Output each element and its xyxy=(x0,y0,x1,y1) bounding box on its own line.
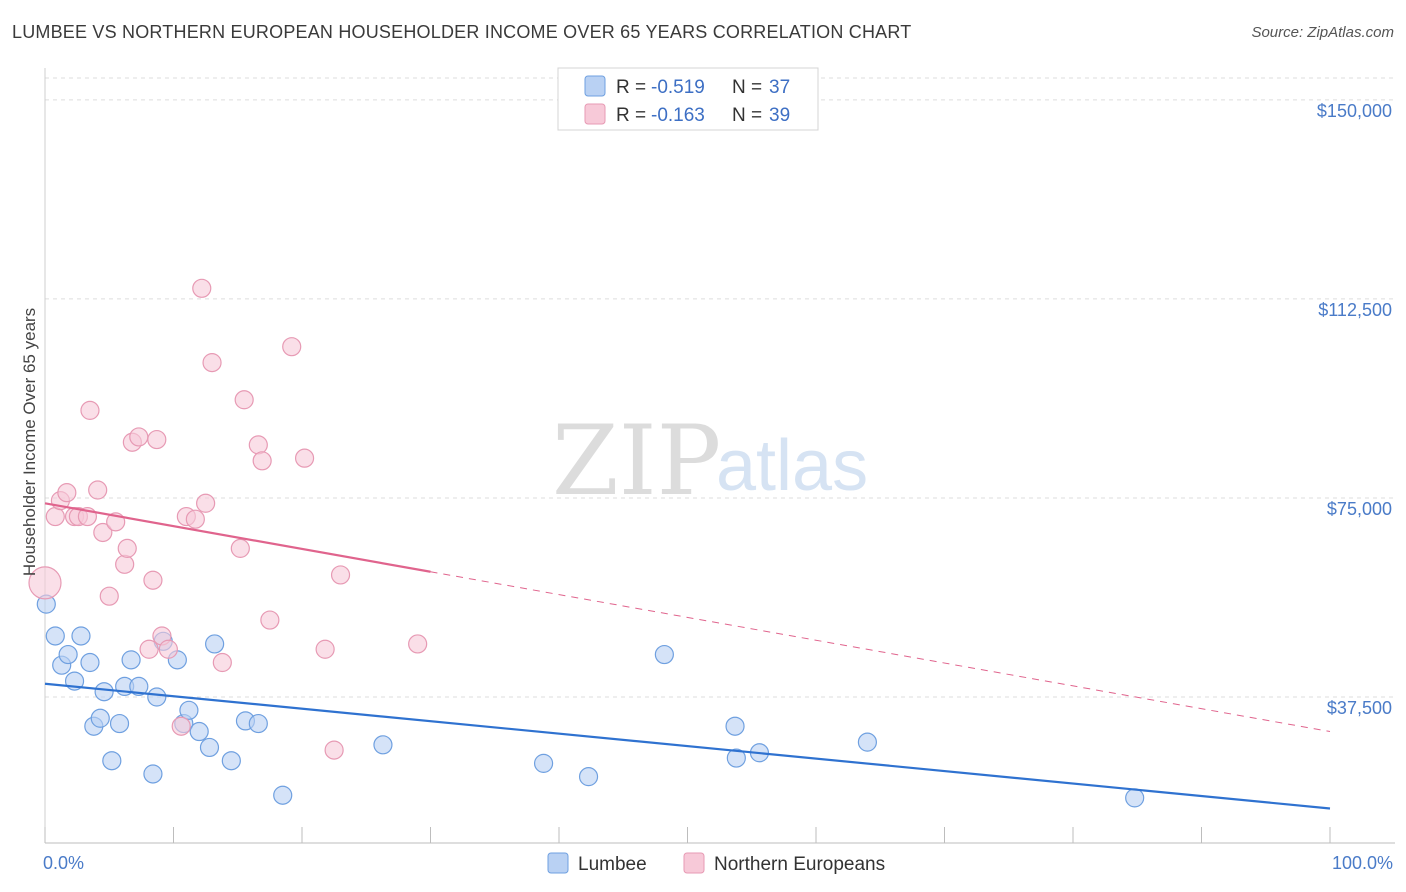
y-axis-label: Householder Income Over 65 years xyxy=(20,308,39,576)
lumbee-point xyxy=(109,713,130,734)
legend-r-value: -0.519 xyxy=(651,77,705,98)
northern-european-point xyxy=(115,554,135,574)
source-credit: Source: ZipAtlas.com xyxy=(1251,24,1394,41)
northern-european-point xyxy=(196,493,216,513)
legend-swatch xyxy=(584,103,606,125)
northern-european-point xyxy=(294,448,315,468)
y-tick-label: $75,000 xyxy=(1327,499,1392,519)
northern-european-trend-line-projection xyxy=(430,571,1331,733)
northern-european-point xyxy=(324,740,344,760)
legend-n-value: 39 xyxy=(769,105,790,126)
y-tick-labels: $37,500 $75,000 $112,500 $150,000 xyxy=(1317,101,1392,718)
lumbee-point xyxy=(533,753,554,773)
lumbee-point xyxy=(147,687,167,707)
northern-european-point xyxy=(185,509,205,529)
y-tick-label: $150,000 xyxy=(1317,101,1392,121)
legend-n-label: N = xyxy=(732,77,762,98)
x-tick-label: 100.0% xyxy=(1332,853,1393,873)
northern-european-point xyxy=(282,337,302,357)
lumbee-point xyxy=(45,626,65,646)
lumbee-trend-line xyxy=(44,682,1331,810)
lumbee-point xyxy=(58,644,78,665)
lumbee-point xyxy=(199,737,220,758)
lumbee-point xyxy=(121,650,141,670)
lumbee-point xyxy=(129,676,149,697)
legend-r-label: R = xyxy=(616,77,646,98)
lumbee-point xyxy=(71,626,91,646)
data-points xyxy=(28,278,1145,808)
watermark-zip: ZIP xyxy=(552,405,721,517)
lumbee-point xyxy=(857,732,878,752)
trend-lines xyxy=(44,502,1331,810)
northern-european-point xyxy=(248,435,268,455)
northern-european-point xyxy=(330,565,351,585)
legend-series-swatch xyxy=(683,852,705,874)
lumbee-point xyxy=(189,721,209,742)
northern-european-point xyxy=(99,586,119,606)
lumbee-point xyxy=(248,713,268,734)
northern-european-point xyxy=(143,570,163,590)
northern-european-point xyxy=(45,506,65,527)
legend-n-label: N = xyxy=(732,105,762,126)
lumbee-point xyxy=(725,716,745,736)
lumbee-point xyxy=(179,700,199,720)
lumbee-point xyxy=(273,785,293,805)
x-tick-labels: 0.0% 100.0% xyxy=(43,853,1393,873)
legend-stats: R = -0.519 N = 37 R = -0.163 N = 39 xyxy=(557,67,819,131)
northern-european-point xyxy=(57,483,77,503)
legend-r-label: R = xyxy=(616,105,646,126)
chart-title: LUMBEE VS NORTHERN EUROPEAN HOUSEHOLDER … xyxy=(12,22,912,42)
legend-series-swatch xyxy=(547,852,569,874)
lumbee-point xyxy=(80,652,100,673)
y-tick-label: $112,500 xyxy=(1318,300,1392,320)
lumbee-point xyxy=(205,634,225,654)
northern-european-point xyxy=(117,538,137,558)
northern-european-trend-line xyxy=(44,502,431,573)
northern-european-point xyxy=(234,390,254,410)
legend-r-value: -0.163 xyxy=(651,105,705,126)
lumbee-point xyxy=(726,748,746,768)
legend-series-label: Lumbee xyxy=(578,854,647,875)
legend-n-value: 37 xyxy=(769,77,790,98)
northern-european-point xyxy=(260,610,280,630)
watermark: ZIP atlas xyxy=(552,405,868,517)
lumbee-point xyxy=(1125,788,1145,808)
northern-european-point xyxy=(158,639,178,659)
northern-european-point xyxy=(139,639,159,659)
x-tick-label: 0.0% xyxy=(43,853,84,873)
northern-european-point xyxy=(408,634,428,654)
northern-european-point xyxy=(28,566,62,600)
lumbee-point xyxy=(373,735,393,755)
y-tick-label: $37,500 xyxy=(1327,698,1392,718)
legend-swatch xyxy=(584,75,606,97)
axes xyxy=(44,68,1395,844)
northern-european-point xyxy=(80,400,100,420)
northern-european-point xyxy=(88,480,108,500)
northern-european-point xyxy=(129,427,149,447)
northern-european-point xyxy=(93,522,113,543)
lumbee-point xyxy=(90,708,110,728)
lumbee-point xyxy=(102,751,122,771)
northern-european-point xyxy=(202,353,222,373)
lumbee-point xyxy=(578,767,599,787)
legend-series-label: Northern Europeans xyxy=(714,854,885,875)
northern-european-point xyxy=(252,451,272,471)
northern-european-point xyxy=(212,652,232,673)
lumbee-point xyxy=(143,764,163,784)
lumbee-point xyxy=(94,682,114,702)
watermark-atlas: atlas xyxy=(716,426,868,506)
legend-series: Lumbee Northern Europeans xyxy=(547,852,885,875)
northern-european-point xyxy=(230,538,250,558)
gridlines xyxy=(45,77,1395,698)
northern-european-point xyxy=(147,429,167,450)
northern-european-point xyxy=(192,278,212,298)
northern-european-point xyxy=(171,716,191,736)
lumbee-point xyxy=(221,751,241,771)
lumbee-point xyxy=(654,644,674,665)
northern-european-point xyxy=(315,639,335,659)
